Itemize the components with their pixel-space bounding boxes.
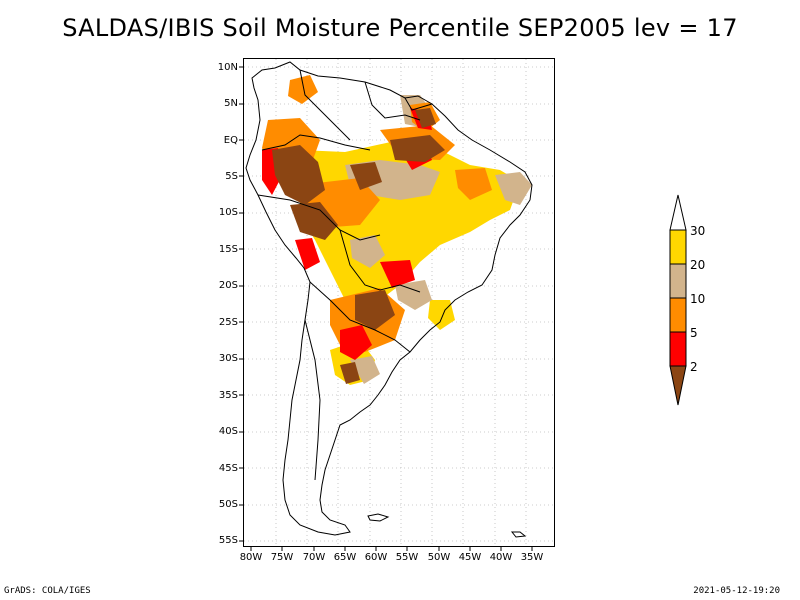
colorbar-segment xyxy=(669,263,687,299)
lat-tick-label: 30S xyxy=(218,353,238,364)
plot-frame xyxy=(243,58,555,547)
lat-tick-label: 10S xyxy=(218,207,238,218)
lon-tick-label: 50W xyxy=(427,552,451,563)
lon-tick-label: 40W xyxy=(489,552,513,563)
lon-tick-label: 75W xyxy=(270,552,294,563)
lat-tick-label: 5N xyxy=(224,98,238,109)
colorbar-bottom-triangle xyxy=(669,365,687,406)
lat-tick-label: 5S xyxy=(225,171,238,182)
lon-tick-label: 60W xyxy=(364,552,388,563)
colorbar-label: 10 xyxy=(690,292,706,306)
colorbar-label: 20 xyxy=(690,258,706,272)
lon-tick-label: 35W xyxy=(520,552,544,563)
lat-tick-label: 45S xyxy=(218,463,238,474)
lat-tick-label: 55S xyxy=(218,535,238,546)
colorbar-segment xyxy=(669,297,687,333)
map-title: SALDAS/IBIS Soil Moisture Percentile SEP… xyxy=(62,14,738,42)
colorbar-label: 5 xyxy=(690,326,698,340)
lon-tick-label: 65W xyxy=(333,552,357,563)
lon-tick-label: 55W xyxy=(395,552,419,563)
coastline xyxy=(245,61,533,538)
colorbar-segment xyxy=(669,331,687,367)
colorbar-label: 2 xyxy=(690,360,698,374)
colorbar-segment xyxy=(669,229,687,265)
colorbar-top-triangle xyxy=(669,194,687,231)
tick-marks xyxy=(239,66,533,551)
footer-credit: GrADS: COLA/IGES xyxy=(4,586,91,596)
lon-tick-label: 70W xyxy=(302,552,326,563)
colorbar-label: 30 xyxy=(690,224,706,238)
lat-tick-label: 50S xyxy=(218,499,238,510)
lat-tick-label: EQ xyxy=(223,135,238,146)
percentile-field xyxy=(262,75,532,385)
lat-tick-label: 35S xyxy=(218,390,238,401)
lat-tick-label: 40S xyxy=(218,426,238,437)
lat-tick-label: 10N xyxy=(217,62,238,73)
lat-tick-label: 25S xyxy=(218,317,238,328)
lat-tick-label: 15S xyxy=(218,244,238,255)
lon-tick-label: 80W xyxy=(239,552,263,563)
lon-tick-label: 45W xyxy=(458,552,482,563)
lat-tick-label: 20S xyxy=(218,280,238,291)
colorbar xyxy=(669,194,687,406)
footer-timestamp: 2021-05-12-19:20 xyxy=(693,586,780,596)
